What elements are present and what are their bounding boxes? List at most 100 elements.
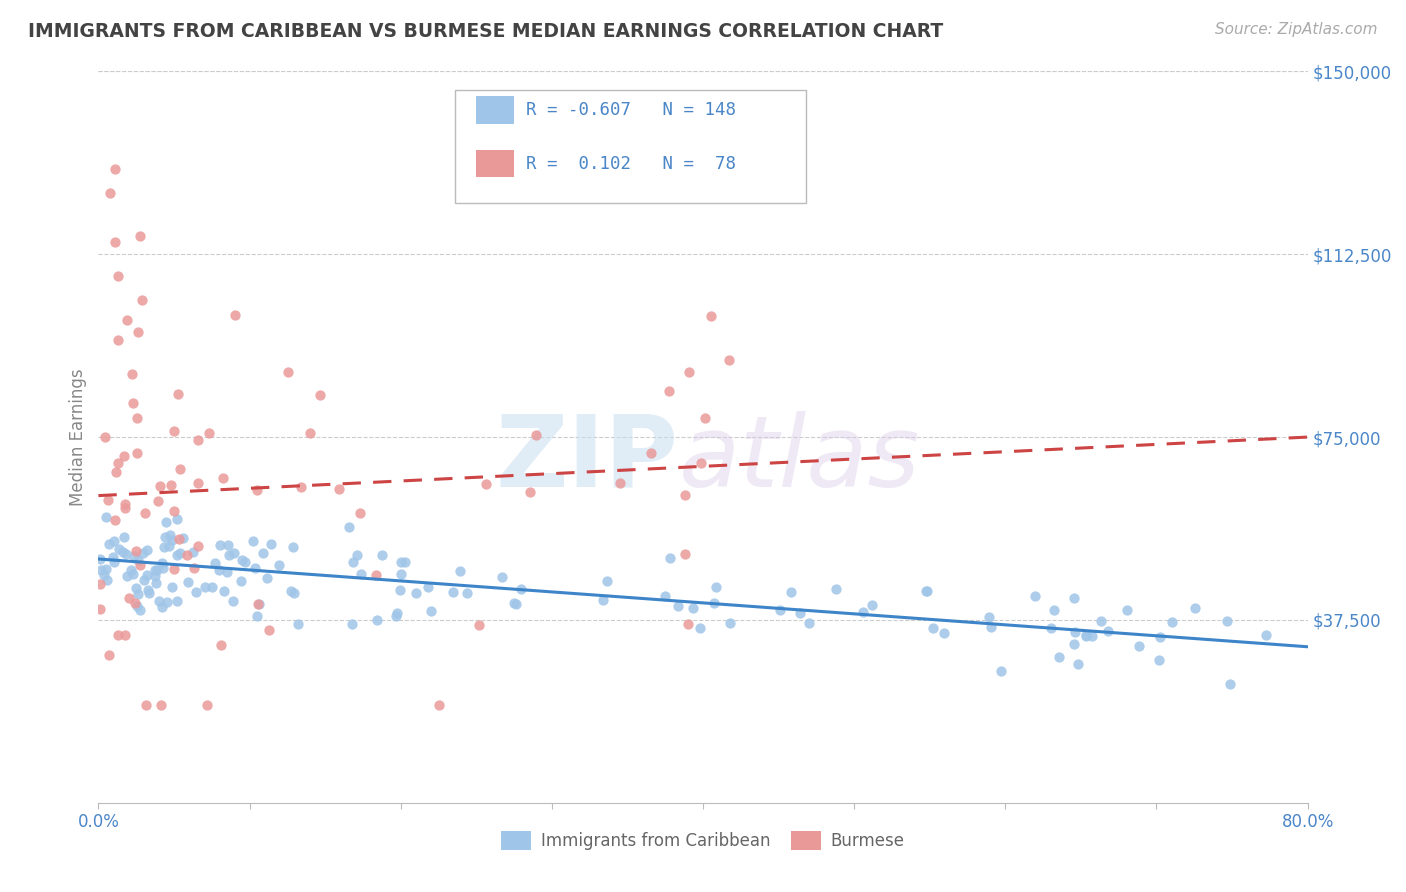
Point (342, 555, 364, 569)
Point (717, 352, 740, 367)
Point (659, 551, 682, 566)
Point (136, 568, 159, 582)
Point (449, 564, 471, 578)
Point (167, 386, 190, 401)
Point (1090, 614, 1112, 628)
Point (108, 541, 131, 556)
Point (132, 546, 155, 560)
Point (290, 480, 312, 494)
Point (187, 539, 209, 553)
Point (217, 538, 239, 552)
Point (287, 616, 309, 631)
Point (131, 293, 153, 308)
Point (1043, 603, 1066, 617)
Point (167, 532, 190, 546)
Point (93, 568, 115, 582)
Point (491, 570, 513, 584)
Point (177, 575, 200, 590)
Point (135, 698, 157, 713)
Point (666, 599, 689, 614)
Point (105, 465, 128, 479)
Point (277, 365, 299, 379)
Point (769, 602, 792, 616)
Point (127, 587, 149, 601)
Point (704, 580, 727, 594)
Point (1160, 615, 1182, 629)
Point (118, 591, 141, 605)
Point (247, 597, 270, 611)
Text: atlas: atlas (679, 410, 921, 508)
Point (107, 628, 129, 642)
Point (596, 574, 619, 589)
Point (104, 513, 127, 527)
Point (673, 488, 696, 502)
Point (90, 563, 112, 577)
Point (231, 553, 253, 567)
Point (231, 574, 253, 588)
Text: R = -0.607   N = 148: R = -0.607 N = 148 (526, 101, 737, 120)
Point (456, 586, 478, 600)
Point (127, 552, 149, 566)
Point (129, 602, 152, 616)
Point (212, 470, 235, 484)
Point (149, 698, 172, 713)
Point (208, 563, 231, 577)
Point (990, 664, 1012, 678)
Point (187, 433, 209, 447)
Point (169, 462, 191, 476)
Point (160, 580, 183, 594)
Point (166, 512, 188, 526)
Point (214, 584, 236, 599)
Point (505, 597, 527, 611)
Point (218, 548, 240, 562)
Point (915, 583, 938, 598)
Point (1219, 677, 1241, 691)
Point (134, 506, 156, 520)
Point (115, 547, 138, 561)
Point (388, 582, 411, 597)
Point (1097, 624, 1119, 638)
Point (309, 387, 332, 401)
Point (524, 428, 547, 442)
FancyBboxPatch shape (475, 150, 515, 178)
Point (592, 593, 614, 607)
Point (242, 533, 264, 548)
Point (136, 582, 159, 597)
Point (124, 549, 146, 564)
Point (366, 567, 388, 582)
Point (256, 570, 278, 584)
Point (98, 648, 121, 662)
Point (125, 544, 148, 558)
Point (366, 613, 388, 627)
Point (89, 551, 111, 566)
Point (689, 621, 711, 635)
Point (1076, 628, 1098, 642)
Point (163, 504, 186, 518)
Point (1184, 601, 1206, 615)
Point (405, 586, 427, 600)
Point (166, 594, 188, 608)
Point (224, 546, 246, 560)
Point (328, 482, 350, 496)
Point (195, 698, 218, 713)
Point (389, 566, 412, 581)
Point (153, 540, 176, 554)
Point (103, 555, 125, 569)
Point (394, 554, 416, 568)
Point (1024, 589, 1046, 603)
Point (127, 599, 149, 614)
Point (718, 615, 741, 630)
Point (157, 539, 180, 553)
Point (97, 493, 120, 508)
Point (977, 609, 1000, 624)
Point (97, 537, 120, 551)
Point (204, 556, 226, 570)
Point (150, 600, 173, 615)
FancyBboxPatch shape (456, 90, 806, 203)
Point (121, 563, 143, 577)
Text: ZIP: ZIP (496, 410, 679, 508)
Point (385, 608, 408, 623)
Point (149, 478, 172, 492)
Point (156, 595, 179, 609)
Point (658, 384, 681, 398)
